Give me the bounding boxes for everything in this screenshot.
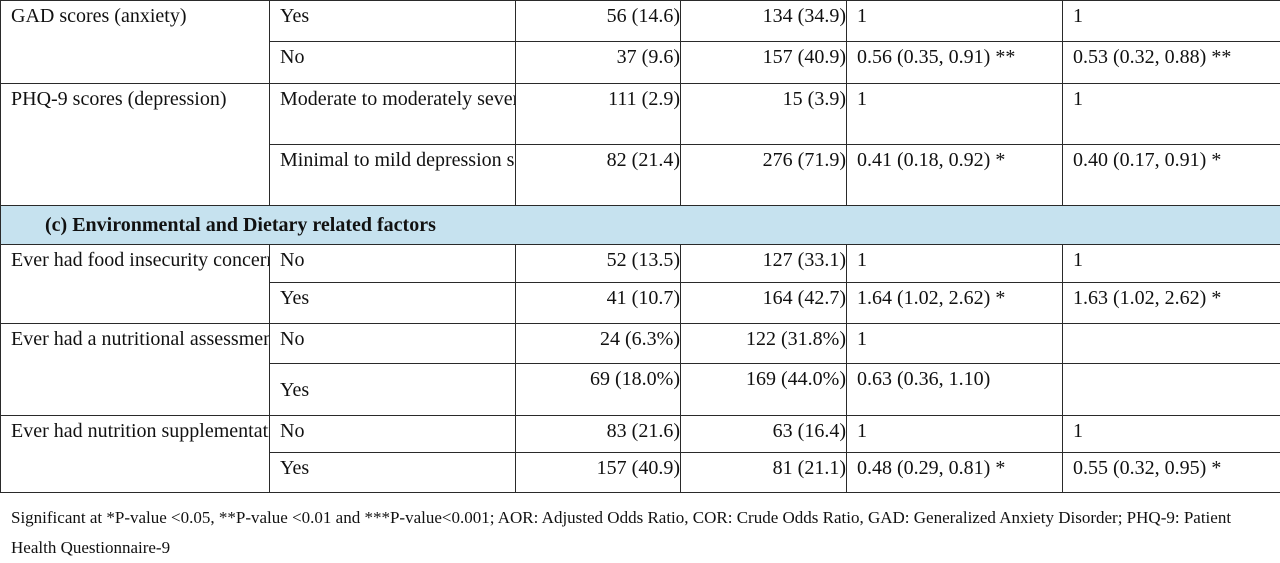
controls-cell: 63 (16.4) <box>681 416 847 453</box>
cases-cell: 52 (13.5) <box>516 245 681 283</box>
cor-cell: 0.48 (0.29, 0.81) * <box>847 453 1063 493</box>
results-table: GAD scores (anxiety) Yes 56 (14.6) 134 (… <box>0 0 1280 493</box>
cor-cell: 1 <box>847 324 1063 364</box>
cor-cell: 1 <box>847 1 1063 42</box>
aor-cell <box>1063 364 1280 416</box>
factor-cell: Ever had food insecurity concerns in the… <box>1 245 270 324</box>
aor-cell: 1.63 (1.02, 2.62) * <box>1063 283 1280 324</box>
aor-cell: 1 <box>1063 245 1280 283</box>
table-row: Ever had food insecurity concerns in the… <box>1 245 1280 283</box>
aor-cell: 1 <box>1063 1 1280 42</box>
section-title: (c) Environmental and Dietary related fa… <box>1 206 1280 245</box>
aor-cell: 0.40 (0.17, 0.91) * <box>1063 145 1280 206</box>
cases-cell: 82 (21.4) <box>516 145 681 206</box>
factor-cell: Ever had a nutritional assessment during… <box>1 324 270 416</box>
category-cell: Yes <box>270 283 516 324</box>
category-cell: No <box>270 416 516 453</box>
cases-cell: 69 (18.0%) <box>516 364 681 416</box>
factor-cell: GAD scores (anxiety) <box>1 1 270 84</box>
aor-cell: 0.55 (0.32, 0.95) * <box>1063 453 1280 493</box>
table-footnote: Significant at *P-value <0.05, **P-value… <box>11 503 1273 563</box>
cases-cell: 37 (9.6) <box>516 42 681 84</box>
controls-cell: 81 (21.1) <box>681 453 847 493</box>
controls-cell: 134 (34.9) <box>681 1 847 42</box>
table-row: Ever had a nutritional assessment during… <box>1 324 1280 364</box>
aor-cell: 1 <box>1063 84 1280 145</box>
category-cell: Moderate to moderately severe depression… <box>270 84 516 145</box>
factor-cell: PHQ-9 scores (depression) <box>1 84 270 206</box>
cor-cell: 1 <box>847 84 1063 145</box>
cor-cell: 1 <box>847 245 1063 283</box>
cases-cell: 24 (6.3%) <box>516 324 681 364</box>
controls-cell: 164 (42.7) <box>681 283 847 324</box>
controls-cell: 169 (44.0%) <box>681 364 847 416</box>
aor-cell: 0.53 (0.32, 0.88) ** <box>1063 42 1280 84</box>
category-cell: Yes <box>270 364 516 416</box>
cor-cell: 0.56 (0.35, 0.91) ** <box>847 42 1063 84</box>
controls-cell: 127 (33.1) <box>681 245 847 283</box>
controls-cell: 157 (40.9) <box>681 42 847 84</box>
aor-cell: 1 <box>1063 416 1280 453</box>
category-cell: Minimal to mild depression scores <box>270 145 516 206</box>
category-cell: Yes <box>270 453 516 493</box>
category-cell: No <box>270 324 516 364</box>
cases-cell: 56 (14.6) <box>516 1 681 42</box>
cor-cell: 1.64 (1.02, 2.62) * <box>847 283 1063 324</box>
controls-cell: 122 (31.8%) <box>681 324 847 364</box>
table-row: PHQ-9 scores (depression) Moderate to mo… <box>1 84 1280 145</box>
category-cell: No <box>270 245 516 283</box>
category-cell: No <box>270 42 516 84</box>
table-row: GAD scores (anxiety) Yes 56 (14.6) 134 (… <box>1 1 1280 42</box>
cases-cell: 41 (10.7) <box>516 283 681 324</box>
cor-cell: 1 <box>847 416 1063 453</box>
section-header-row: (c) Environmental and Dietary related fa… <box>1 206 1280 245</box>
controls-cell: 15 (3.9) <box>681 84 847 145</box>
cor-cell: 0.41 (0.18, 0.92) * <box>847 145 1063 206</box>
cases-cell: 157 (40.9) <box>516 453 681 493</box>
cases-cell: 111 (2.9) <box>516 84 681 145</box>
table-row: Ever had nutrition supplementation intak… <box>1 416 1280 453</box>
cor-cell: 0.63 (0.36, 1.10) <box>847 364 1063 416</box>
cases-cell: 83 (21.6) <box>516 416 681 453</box>
category-cell: Yes <box>270 1 516 42</box>
aor-cell <box>1063 324 1280 364</box>
factor-cell: Ever had nutrition supplementation intak… <box>1 416 270 493</box>
controls-cell: 276 (71.9) <box>681 145 847 206</box>
